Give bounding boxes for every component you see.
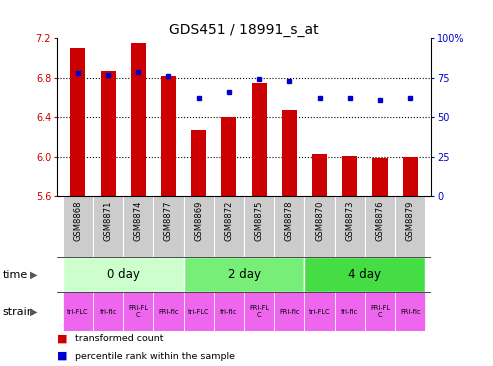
Bar <box>183 257 305 292</box>
Text: strain: strain <box>2 307 35 317</box>
Text: tri-FLC: tri-FLC <box>188 309 210 314</box>
Text: GSM8873: GSM8873 <box>345 201 354 242</box>
Bar <box>372 158 387 196</box>
Text: GSM8874: GSM8874 <box>134 201 143 241</box>
Bar <box>214 292 244 331</box>
Bar <box>305 196 335 257</box>
Text: GSM8870: GSM8870 <box>315 201 324 241</box>
Bar <box>244 196 274 257</box>
Bar <box>214 196 244 257</box>
Bar <box>305 257 425 292</box>
Text: GSM8872: GSM8872 <box>224 201 233 241</box>
Bar <box>274 292 305 331</box>
Text: ▶: ▶ <box>30 307 37 317</box>
Text: GSM8877: GSM8877 <box>164 201 173 242</box>
Text: GSM8878: GSM8878 <box>285 201 294 242</box>
Text: fri-flc: fri-flc <box>341 309 358 314</box>
Bar <box>123 292 153 331</box>
Text: GSM8879: GSM8879 <box>406 201 415 241</box>
Text: GSM8868: GSM8868 <box>73 201 82 242</box>
Text: percentile rank within the sample: percentile rank within the sample <box>75 351 236 361</box>
Text: ■: ■ <box>57 334 67 344</box>
Bar <box>403 157 418 196</box>
Text: GSM8869: GSM8869 <box>194 201 203 241</box>
Text: tri-FLC: tri-FLC <box>67 309 89 314</box>
Bar <box>153 292 183 331</box>
Bar <box>274 196 305 257</box>
Text: FRI-flc: FRI-flc <box>400 309 421 314</box>
Bar <box>183 292 214 331</box>
Bar <box>63 257 183 292</box>
Bar <box>63 292 93 331</box>
Text: 0 day: 0 day <box>106 268 140 281</box>
Bar <box>93 292 123 331</box>
Text: GSM8871: GSM8871 <box>104 201 112 241</box>
Bar <box>183 196 214 257</box>
Bar <box>365 196 395 257</box>
Text: FRI-FL
C: FRI-FL C <box>370 305 390 318</box>
Bar <box>244 292 274 331</box>
Text: FRI-flc: FRI-flc <box>279 309 300 314</box>
Bar <box>123 196 153 257</box>
Bar <box>161 76 176 196</box>
Text: time: time <box>2 270 28 280</box>
Bar <box>191 130 206 196</box>
Bar <box>395 196 425 257</box>
Bar <box>131 43 146 196</box>
Title: GDS451 / 18991_s_at: GDS451 / 18991_s_at <box>169 23 319 37</box>
Bar <box>153 196 183 257</box>
Text: 4 day: 4 day <box>349 268 382 281</box>
Bar <box>365 292 395 331</box>
Bar <box>251 83 267 196</box>
Text: transformed count: transformed count <box>75 334 164 343</box>
Text: ■: ■ <box>57 351 67 361</box>
Text: ▶: ▶ <box>30 270 37 280</box>
Bar <box>335 196 365 257</box>
Bar <box>312 154 327 196</box>
Text: tri-FLC: tri-FLC <box>309 309 330 314</box>
Bar <box>282 110 297 196</box>
Text: FRI-FL
C: FRI-FL C <box>249 305 269 318</box>
Bar <box>70 48 85 196</box>
Text: FRI-flc: FRI-flc <box>158 309 179 314</box>
Bar <box>305 292 335 331</box>
Bar <box>335 292 365 331</box>
Bar <box>63 196 93 257</box>
Bar <box>101 71 116 196</box>
Bar <box>93 196 123 257</box>
Text: fri-flc: fri-flc <box>100 309 117 314</box>
Text: GSM8876: GSM8876 <box>376 201 385 242</box>
Text: GSM8875: GSM8875 <box>255 201 264 241</box>
Bar <box>395 292 425 331</box>
Bar <box>221 117 237 196</box>
Text: FRI-FL
C: FRI-FL C <box>128 305 148 318</box>
Text: 2 day: 2 day <box>228 268 260 281</box>
Text: fri-flc: fri-flc <box>220 309 238 314</box>
Bar <box>342 156 357 196</box>
